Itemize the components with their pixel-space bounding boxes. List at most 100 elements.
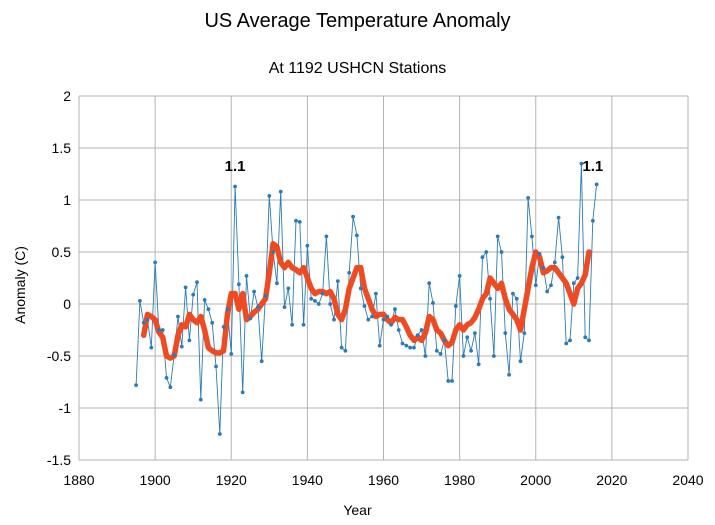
annual-point [530, 234, 534, 239]
annual-point [522, 331, 527, 336]
annual-point [434, 348, 439, 353]
annual-point [518, 359, 523, 364]
annual-point [488, 296, 492, 301]
annual-point [198, 397, 203, 402]
annual-point [571, 281, 576, 286]
annual-point [324, 234, 329, 239]
annual-point [499, 250, 504, 254]
annual-point [278, 189, 283, 194]
annual-point [465, 335, 470, 340]
annual-point [370, 314, 374, 319]
x-tick-label: 2020 [596, 472, 627, 488]
annual-point [206, 307, 211, 312]
annual-series-line [135, 163, 598, 435]
annual-point [545, 289, 550, 294]
annual-point [362, 304, 367, 308]
annual-point [579, 161, 584, 166]
annual-point [453, 304, 458, 308]
annual-point [271, 250, 276, 254]
annual-point [533, 283, 538, 288]
annual-point [210, 320, 215, 325]
y-tick-label: -0.5 [47, 348, 71, 364]
annotation-label: 1.1 [582, 158, 603, 175]
annual-point [195, 280, 199, 285]
annual-point [255, 305, 260, 310]
annual-point [164, 375, 169, 380]
annual-point [183, 285, 188, 290]
annual-point [157, 328, 161, 332]
annual-point [419, 328, 424, 332]
annual-point [282, 305, 287, 310]
annual-point [229, 352, 234, 356]
x-tick-label: 1920 [216, 472, 247, 488]
x-tick-label: 1940 [292, 472, 323, 488]
annual-point [290, 322, 295, 327]
annual-point [503, 331, 508, 336]
annual-point [541, 265, 546, 270]
annual-point [214, 364, 218, 369]
chart-title: US Average Temperature Anomaly [204, 10, 511, 32]
annual-point [316, 302, 321, 306]
annual-point [187, 338, 192, 343]
annual-point [202, 297, 207, 302]
annual-point [217, 432, 222, 436]
annual-point [373, 291, 378, 296]
annual-point [248, 316, 253, 321]
annual-point [480, 255, 485, 260]
x-tick-label: 1980 [444, 472, 475, 488]
annual-point [537, 252, 542, 256]
annual-point [172, 353, 177, 357]
annual-point [347, 270, 352, 275]
annual-point [511, 291, 515, 296]
annual-point [320, 291, 325, 296]
annual-point [450, 379, 454, 383]
annual-point [549, 283, 553, 288]
annual-point [313, 298, 317, 303]
annual-point [385, 314, 390, 319]
annual-point [575, 276, 580, 280]
annual-point [423, 354, 428, 358]
annual-point [339, 345, 344, 350]
annual-point [381, 317, 386, 322]
annual-point [275, 281, 279, 286]
annual-point [267, 193, 272, 198]
annual-point [138, 298, 142, 303]
annual-point [495, 234, 500, 239]
annual-point [305, 243, 310, 248]
annual-point [286, 286, 291, 291]
annual-point [263, 293, 268, 298]
annual-point [301, 322, 306, 327]
annual-point [412, 345, 416, 350]
annual-point [366, 317, 371, 322]
annual-point [491, 354, 496, 358]
annual-point [236, 282, 241, 287]
annual-point [343, 348, 348, 353]
annual-point [560, 255, 565, 260]
annual-point [507, 372, 512, 377]
annual-point [168, 385, 173, 390]
y-tick-label: 1.5 [52, 140, 72, 156]
annual-point [328, 302, 333, 306]
annual-point [415, 333, 420, 338]
x-tick-label: 1900 [140, 472, 171, 488]
annual-point [393, 307, 397, 312]
y-tick-label: 2 [63, 88, 71, 104]
x-tick-label: 1880 [63, 472, 94, 488]
annual-point [514, 296, 519, 301]
annual-point [564, 341, 569, 346]
annual-point [309, 296, 314, 301]
y-tick-label: 1 [63, 192, 71, 208]
annual-point [335, 279, 340, 284]
annual-point [587, 338, 591, 343]
annual-point [552, 260, 557, 265]
annual-point [294, 218, 298, 223]
annual-point [526, 196, 531, 200]
annual-point [472, 331, 477, 336]
x-tick-label: 2040 [672, 472, 703, 488]
annual-point [244, 274, 249, 278]
annual-point [358, 286, 363, 291]
annual-point [590, 218, 595, 223]
annual-point [461, 354, 466, 358]
annual-point [145, 317, 150, 322]
x-axis-label: Year [343, 502, 372, 518]
